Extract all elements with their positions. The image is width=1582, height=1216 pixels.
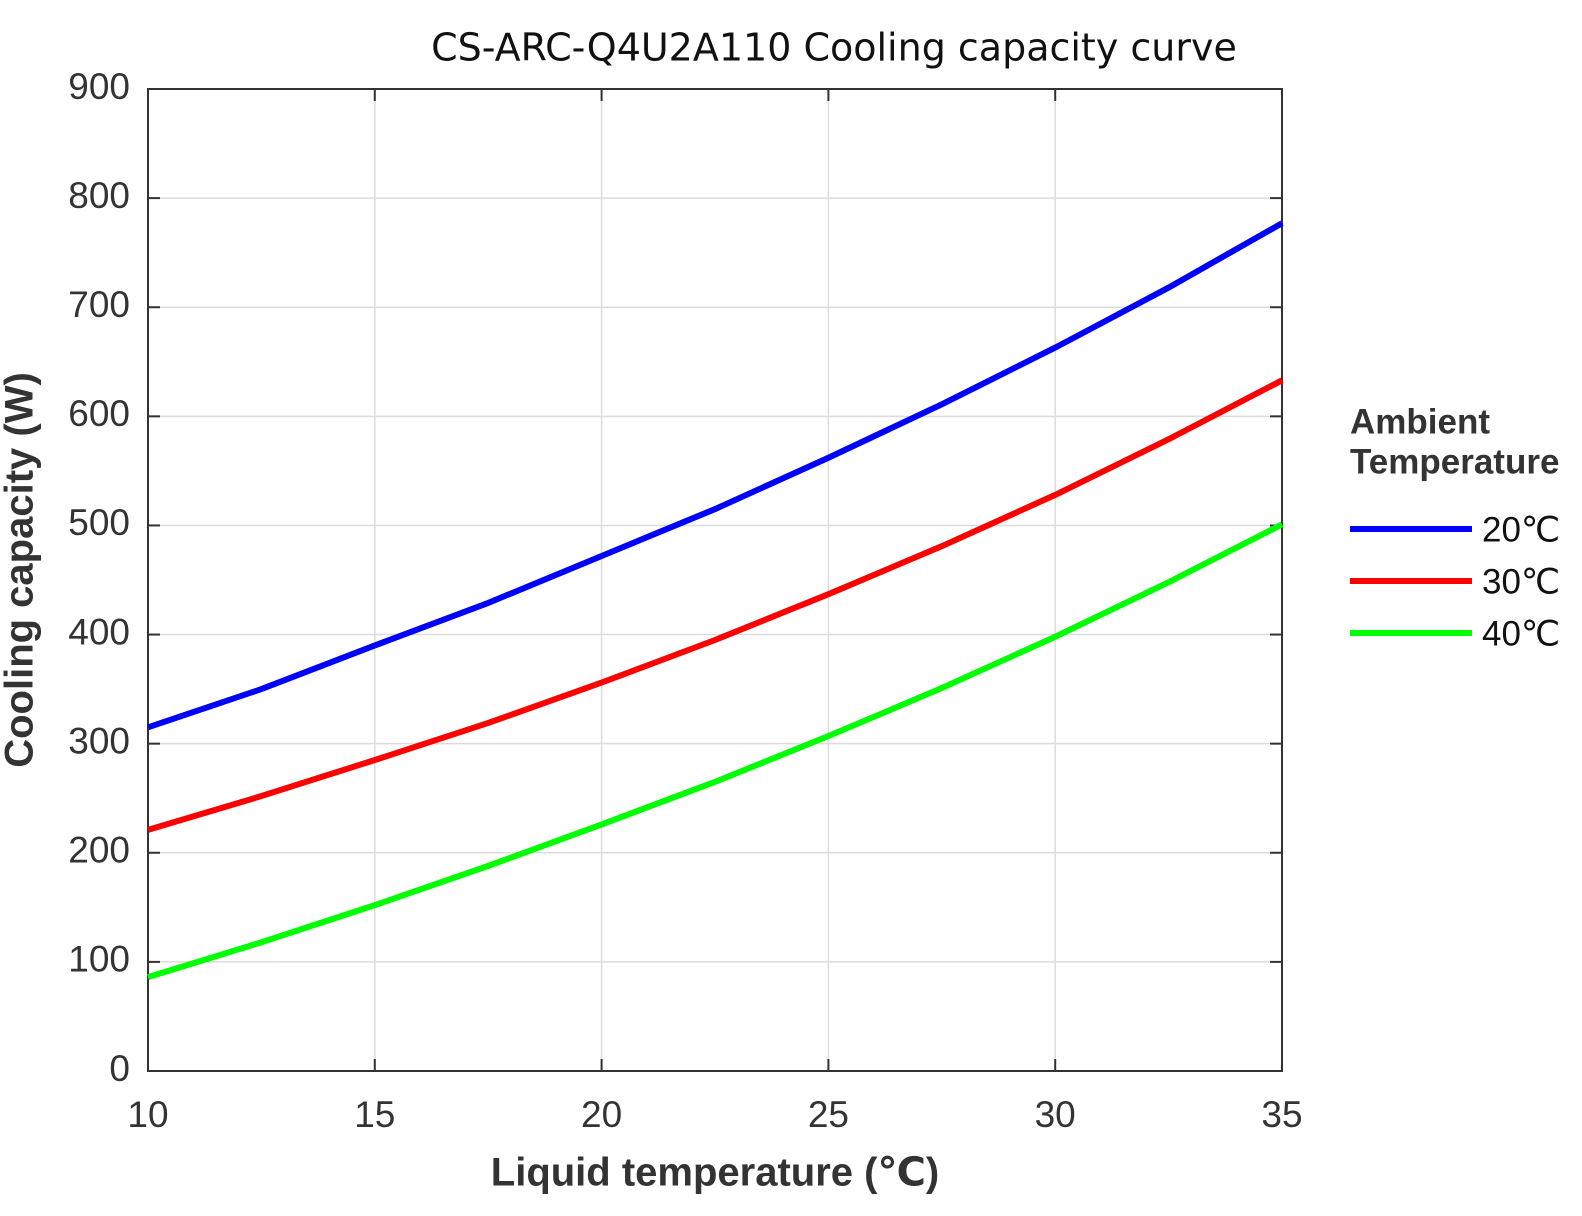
legend-label: 40℃ xyxy=(1482,614,1560,653)
y-tick-label: 900 xyxy=(68,66,130,107)
line-series xyxy=(147,377,1284,833)
y-tick-label: 100 xyxy=(68,939,130,980)
y-tick-label: 0 xyxy=(109,1048,130,1089)
legend-label: 20℃ xyxy=(1482,510,1560,549)
x-tick-label: 15 xyxy=(354,1094,395,1135)
x-tick-label: 35 xyxy=(1261,1094,1302,1135)
x-tick-label: 30 xyxy=(1035,1094,1076,1135)
legend-label: 30℃ xyxy=(1482,562,1560,601)
y-tick-label: 600 xyxy=(68,393,130,434)
y-tick-label: 800 xyxy=(68,175,130,216)
y-axis-label: Cooling capacity (W) xyxy=(0,372,42,768)
y-tick-label: 200 xyxy=(68,830,130,871)
x-tick-label: 10 xyxy=(127,1094,168,1135)
line-series xyxy=(147,220,1284,731)
legend-title: Ambient xyxy=(1350,402,1490,441)
line-series xyxy=(147,521,1284,981)
chart-title: CS-ARC-Q4U2A110 Cooling capacity curve xyxy=(431,26,1237,70)
y-tick-label: 500 xyxy=(68,502,130,543)
y-tick-label: 300 xyxy=(68,720,130,761)
x-tick-label: 20 xyxy=(581,1094,622,1135)
y-tick-label: 700 xyxy=(68,284,130,325)
legend-title: Temperature xyxy=(1350,442,1559,481)
x-axis-label: Liquid temperature (℃) xyxy=(491,1151,939,1195)
y-tick-label: 400 xyxy=(68,611,130,652)
plot-frame xyxy=(147,88,1283,1072)
x-tick-label: 25 xyxy=(808,1094,849,1135)
